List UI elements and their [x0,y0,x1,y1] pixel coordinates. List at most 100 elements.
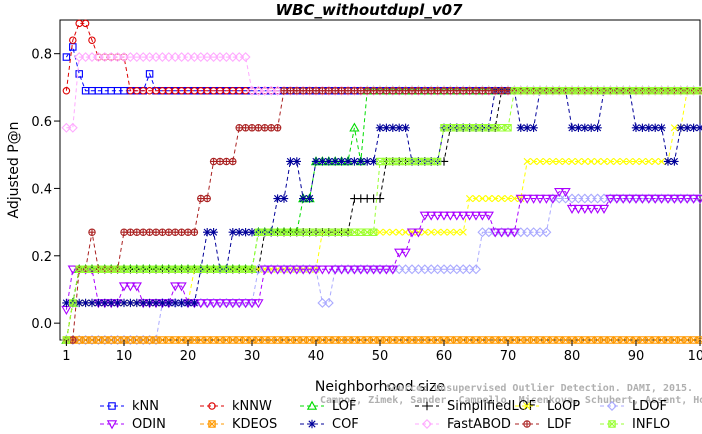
data-point-odin [202,299,213,309]
data-point-knn [62,53,71,61]
data-point-odin [381,265,392,275]
data-point-ldof [426,264,437,275]
legend-marker-knnw [208,402,216,410]
data-point-lof [349,122,360,132]
data-point-loop [619,157,627,166]
data-point-odin [682,194,693,204]
data-point-ldof [586,193,597,204]
data-point-fastabod [227,52,238,63]
data-point-odin [579,204,590,214]
series-layer [61,19,702,345]
data-point-loop [472,194,480,203]
legend-item-kdeos: KDEOS [200,417,277,432]
data-point-odin [342,265,354,275]
data-point-ldof [522,227,533,238]
data-point-cof [644,123,653,132]
data-point-cof [183,298,193,308]
data-point-odin [195,299,206,309]
data-point-odin [432,211,443,221]
data-point-odin [502,228,514,238]
data-point-odin [310,265,322,275]
data-point-cof [363,157,372,166]
data-point-ldf [478,87,487,95]
legend-item-lof: LOF [300,399,357,414]
x-tick-label: 40 [308,349,325,364]
data-point-fastabod [266,85,277,96]
data-point-ldf [158,228,167,236]
data-point-fastabod [131,52,142,63]
series-line-knnw [65,22,700,92]
legend-label-inflo: INFLO [632,417,670,432]
watermark-line-1: Source: Unsupervised Outlier Detection. … [386,382,693,394]
series-odin [61,188,702,315]
data-point-ldf [382,87,391,95]
data-point-odin [605,194,616,204]
data-point-cof [273,194,282,203]
data-point-ldf [120,228,128,236]
legend-marker-odin [106,420,118,430]
data-point-ldf [395,87,403,95]
data-point-fastabod [125,52,136,63]
data-point-ldf [229,157,237,166]
data-point-fastabod [176,52,187,63]
data-point-loop [421,228,429,236]
data-point-odin [419,211,430,221]
data-point-ldof [528,227,539,238]
data-point-ldof [592,193,603,204]
data-point-ldof [419,264,430,275]
data-point-ldf [222,157,231,166]
data-point-fastabod [202,52,213,63]
data-point-inflo [504,124,512,132]
data-point-cof [324,157,333,166]
data-point-odin [394,248,405,258]
data-point-ldf [491,87,499,95]
data-point-knnw [88,36,96,44]
data-point-loop [478,194,486,203]
data-point-cof [593,123,602,132]
data-point-loop [638,157,646,166]
data-point-fastabod [183,52,193,63]
data-point-odin [227,299,238,309]
data-point-loop [466,194,474,203]
data-point-ldf [389,87,397,95]
data-point-ldof [317,297,328,308]
data-point-ldof [400,264,411,275]
data-point-loop [395,228,403,236]
data-point-loop [459,228,467,236]
legend-marker-cof [307,419,317,429]
data-point-odin [509,228,520,238]
data-point-odin [336,265,347,275]
data-point-loop [651,157,659,166]
data-point-cof [523,123,532,132]
data-point-odin [522,194,533,204]
data-point-cof [695,123,702,132]
data-point-cof [343,157,353,166]
data-point-inflo [433,157,442,166]
data-point-ldof [439,264,449,275]
data-point-cof [369,157,378,166]
data-point-inflo [248,265,256,274]
data-point-loop [574,157,582,166]
data-point-cof [132,298,141,308]
legend-item-ldof: LDOF [600,399,667,414]
data-point-loop [626,157,634,166]
data-point-loop [530,157,538,166]
data-point-odin [278,265,290,275]
data-point-loop [587,157,595,166]
data-point-loop [555,157,563,166]
data-point-odin [253,299,264,309]
legend-label-ldf: LDF [547,417,572,432]
legend-item-loop: LoOP [515,399,580,414]
data-point-ldf [126,228,135,236]
data-point-fastabod [93,52,104,63]
data-point-cof [145,298,154,308]
x-tick-label: 1 [62,349,70,364]
y-axis-label: Adjusted P@n [6,121,22,218]
legend-item-fastabod: FastABOD [415,417,511,432]
data-point-cof [235,228,244,237]
legend-label-fastabod: FastABOD [447,417,511,432]
x-axis-label: Neighborhood size [315,379,445,395]
data-point-ldof [432,264,443,275]
data-point-ldof [535,227,545,238]
data-point-odin [323,265,334,275]
